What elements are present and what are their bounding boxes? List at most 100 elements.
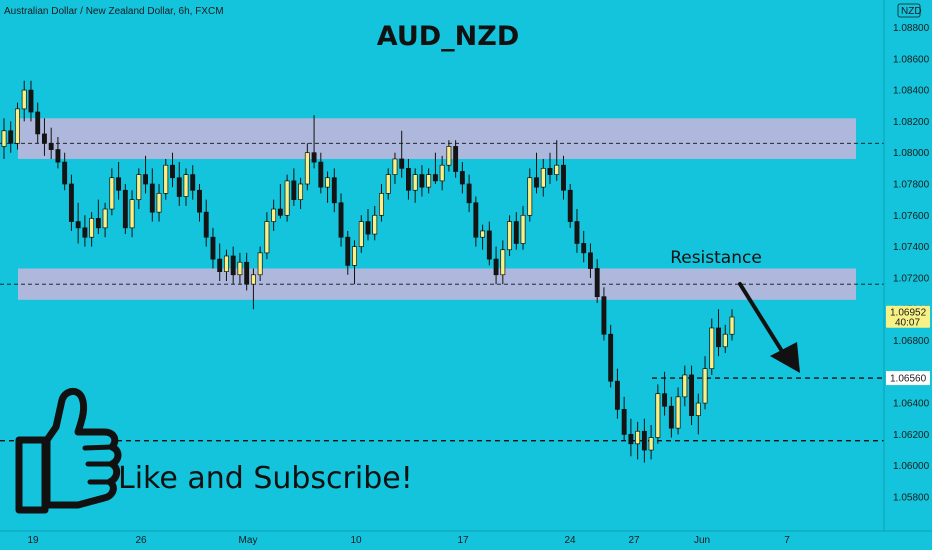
candle-body-bear xyxy=(55,149,61,163)
candle xyxy=(480,224,486,250)
y-tick-label: 1.07800 xyxy=(893,180,930,191)
candle xyxy=(203,199,209,247)
candle-body-bear xyxy=(406,168,411,191)
candle-body-bear xyxy=(244,261,250,285)
y-tick-label: 1.06000 xyxy=(893,461,930,472)
candle xyxy=(399,130,405,178)
candle xyxy=(224,249,229,282)
candle-body-bear xyxy=(277,208,283,216)
candle xyxy=(257,246,263,282)
candle-body-bear xyxy=(716,327,721,348)
candle-body-bull xyxy=(722,333,728,348)
currency-badge[interactable]: NZD xyxy=(897,3,922,18)
candle xyxy=(136,168,142,210)
candle xyxy=(250,268,256,310)
candle xyxy=(95,199,101,235)
x-tick-label: 27 xyxy=(628,535,640,546)
current-price-value: 1.06952 xyxy=(890,308,927,319)
candle-body-bull xyxy=(412,174,418,191)
candle-body-bull xyxy=(702,368,708,404)
candle-body-bear xyxy=(621,409,627,435)
candle xyxy=(682,365,688,407)
candle xyxy=(588,243,593,278)
candle-body-bull xyxy=(655,393,661,438)
candle-body-bear xyxy=(567,189,573,222)
candle-body-bull xyxy=(372,214,378,235)
candle xyxy=(1,118,7,159)
candle-body-bull xyxy=(136,174,142,201)
candle xyxy=(345,230,351,275)
candle-body-bull xyxy=(682,374,688,398)
candle xyxy=(277,184,283,219)
candle xyxy=(82,215,88,247)
candle-body-bear xyxy=(35,111,41,135)
candle-body-bear xyxy=(662,393,668,407)
candle-body-bull xyxy=(257,252,263,276)
candle xyxy=(729,309,735,341)
candle xyxy=(628,418,634,457)
candle xyxy=(8,121,14,153)
candle xyxy=(170,152,175,188)
candle-body-bear xyxy=(588,252,593,269)
candle xyxy=(176,162,182,206)
candle xyxy=(500,240,506,285)
y-tick-label: 1.06400 xyxy=(893,399,930,410)
candle-body-bear xyxy=(608,333,614,382)
candle-body-bull xyxy=(554,164,560,175)
candle xyxy=(264,212,270,260)
x-axis-ticks[interactable]: 19 26 May 10 17 24 27 Jun 7 xyxy=(27,535,790,546)
y-tick-label: 1.07200 xyxy=(893,273,930,284)
candle-body-bear xyxy=(399,158,405,169)
candle-body-bear xyxy=(143,174,148,185)
candle xyxy=(567,184,573,228)
candle xyxy=(513,212,519,250)
candle-body-bear xyxy=(291,180,297,200)
candle-body-bull xyxy=(271,208,277,222)
candle-body-bear xyxy=(116,177,122,191)
current-price-tag-bg xyxy=(886,305,930,328)
candle xyxy=(358,215,364,253)
candle xyxy=(89,212,95,247)
candle xyxy=(547,152,553,184)
candle-body-bear xyxy=(614,380,620,410)
candle xyxy=(459,162,465,194)
candle xyxy=(574,209,580,253)
candle-body-bear xyxy=(641,430,647,451)
currency-badge-box xyxy=(897,3,921,18)
candle-body-bear xyxy=(432,174,438,182)
candle-body-bull xyxy=(109,177,115,210)
candle-body-bull xyxy=(379,193,384,216)
candle xyxy=(621,396,627,441)
bar-countdown: 40:07 xyxy=(895,318,920,329)
candle xyxy=(372,205,378,241)
target-level-tag: 1.06560 xyxy=(886,371,930,386)
symbol-description: Australian Dollar / New Zealand Dollar, … xyxy=(4,6,224,17)
candle xyxy=(426,168,432,194)
y-tick-label: 1.08200 xyxy=(893,117,930,128)
candles-layer xyxy=(1,80,735,463)
candle xyxy=(432,152,438,184)
candle-body-bull xyxy=(385,174,391,194)
candle xyxy=(75,202,81,244)
candle xyxy=(540,158,546,197)
candle-body-bull xyxy=(304,152,310,185)
thumbs-up-cuff xyxy=(15,436,49,514)
candle xyxy=(722,324,728,354)
candle-body-bear xyxy=(311,152,317,163)
candle-body-bear xyxy=(628,434,634,445)
current-price-tag: 1.06952 40:07 xyxy=(886,305,930,329)
currency-badge-label: NZD xyxy=(901,6,922,17)
candle xyxy=(689,365,694,426)
x-tick-label: 26 xyxy=(135,535,147,546)
x-tick-label: May xyxy=(239,535,258,546)
candle xyxy=(271,199,277,231)
chart-title: AUD_NZD xyxy=(377,21,520,52)
candle-body-bear xyxy=(601,296,607,335)
candle xyxy=(102,202,108,238)
candle xyxy=(446,140,452,172)
candle xyxy=(554,140,560,181)
candle-body-bull xyxy=(163,164,169,194)
candle xyxy=(338,193,344,247)
candle xyxy=(325,171,330,203)
